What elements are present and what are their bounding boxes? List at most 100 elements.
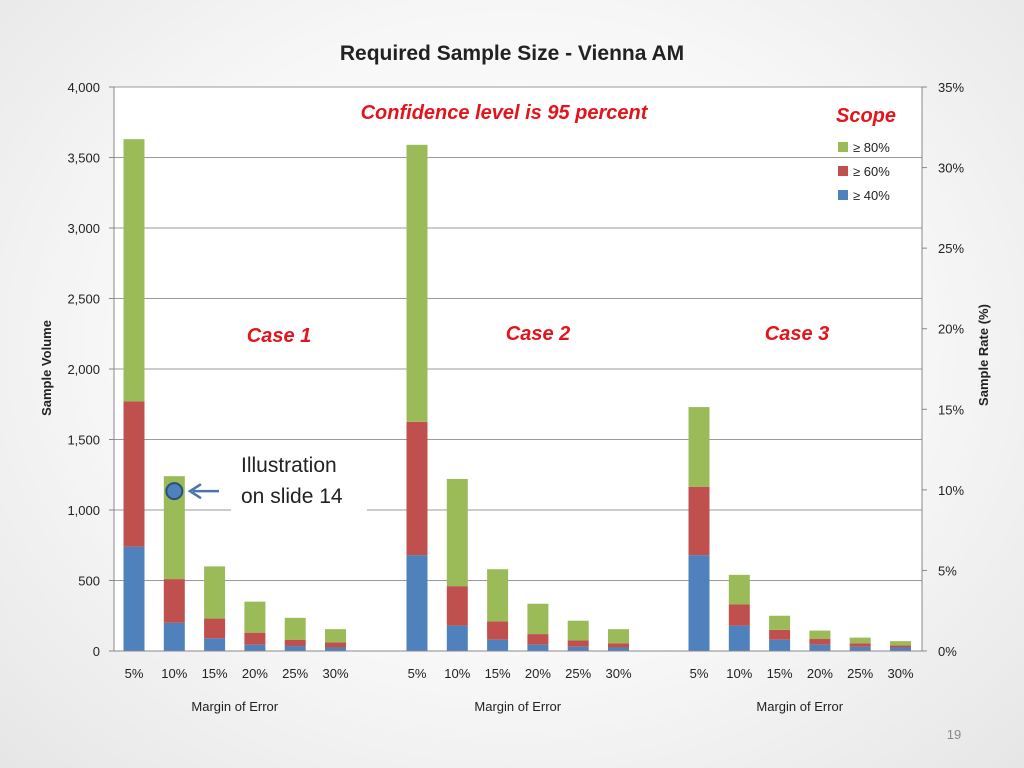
- x-tick-label: 20%: [525, 666, 551, 681]
- subtitle-box: [310, 94, 682, 132]
- legend-label: ≥ 60%: [853, 164, 890, 179]
- legend-label: ≥ 80%: [853, 140, 890, 155]
- bar-segment-ge-60: [406, 421, 428, 556]
- bar-segment-ge-60: [567, 640, 589, 647]
- legend-title-box: [820, 95, 913, 135]
- bar-segment-ge-80: [244, 601, 266, 633]
- bar-segment-ge-80: [446, 478, 468, 587]
- annotation-text: Illustration: [241, 454, 337, 477]
- bar-segment-ge-40: [728, 625, 750, 651]
- y-tick-label: 2,000: [67, 362, 100, 377]
- x-tick-label: 20%: [242, 666, 268, 681]
- annotation: Illustration on slide 14: [165, 447, 367, 513]
- bar-segment-ge-80: [688, 407, 710, 487]
- legend-swatch: [838, 142, 848, 152]
- bar-segment-ge-60: [527, 634, 549, 645]
- x-axis-title: Margin of Error: [191, 699, 278, 714]
- bar-segment-ge-80: [769, 615, 791, 630]
- bar-segment-ge-40: [406, 555, 428, 651]
- case-label: Case 3: [765, 323, 830, 345]
- annotation-marker: [165, 482, 184, 501]
- bar-segment-ge-60: [123, 401, 145, 547]
- x-tick-label: 20%: [807, 666, 833, 681]
- bar-segment-ge-60: [446, 586, 468, 626]
- y2-tick-label: 20%: [938, 322, 964, 337]
- legend-swatch: [838, 166, 848, 176]
- legend-label: ≥ 40%: [853, 188, 890, 203]
- x-tick-label: 25%: [847, 666, 873, 681]
- y2-tick-label: 25%: [938, 241, 964, 256]
- bar-segment-ge-80: [204, 566, 226, 619]
- axes: 0 500 1,000 1,500 2,000 2,500 3,000 3,500 4,000 0…: [67, 80, 964, 659]
- bar-segment-ge-40: [688, 555, 710, 651]
- bar-segment-ge-80: [406, 144, 428, 422]
- x-tick-label: 5%: [408, 666, 427, 681]
- bar-segment-ge-40: [809, 644, 831, 651]
- bar-segment-ge-40: [890, 647, 911, 651]
- x-tick-label: 10%: [726, 666, 752, 681]
- x-tick-label: 5%: [125, 666, 144, 681]
- x-tick-label: 25%: [282, 666, 308, 681]
- annotation-arrowhead: [187, 483, 202, 500]
- x-tick-label: 15%: [767, 666, 793, 681]
- bar-segment-ge-40: [769, 639, 791, 651]
- x-tick-label: 15%: [202, 666, 228, 681]
- x-tick-label: 10%: [161, 666, 187, 681]
- y-tick-label: 4,000: [67, 80, 100, 95]
- bar-segment-ge-60: [890, 645, 911, 648]
- annotation-box: [231, 447, 367, 513]
- bar-segment-ge-80: [809, 630, 831, 640]
- bar-segment-ge-40: [567, 646, 589, 651]
- y2-tick-label: 0%: [938, 644, 957, 659]
- legend: Scope ≥ 80% ≥ 60% ≥ 40%: [820, 95, 913, 203]
- bar-segment-ge-80: [527, 603, 549, 635]
- bar-segment-ge-40: [284, 646, 306, 651]
- bar-segment-ge-60: [204, 618, 226, 639]
- y-axis-title: Sample Volume: [39, 320, 54, 416]
- x-tick-label: 25%: [565, 666, 591, 681]
- bar-segment-ge-60: [608, 643, 629, 648]
- bar-segment-ge-40: [204, 638, 226, 651]
- bar-segment-ge-40: [325, 647, 346, 651]
- bar-segment-ge-80: [728, 574, 750, 605]
- x-tick-label: 30%: [322, 666, 348, 681]
- bar-segment-ge-40: [608, 647, 629, 651]
- chart-title: Required Sample Size - Vienna AM: [340, 42, 684, 65]
- bar-segment-ge-60: [688, 486, 710, 556]
- bar-segment-ge-40: [244, 644, 266, 651]
- bar-segment-ge-80: [890, 641, 911, 646]
- bar-segment-ge-60: [728, 604, 750, 626]
- y-tick-label: 3,500: [67, 151, 100, 166]
- bar-segment-ge-80: [123, 139, 145, 402]
- x-tick-label: 10%: [444, 666, 470, 681]
- bar-segment-ge-80: [325, 629, 346, 643]
- y-tick-label: 3,000: [67, 221, 100, 236]
- bar-segment-ge-40: [123, 546, 145, 651]
- bar-segment-ge-80: [163, 476, 185, 580]
- bar-segment-ge-60: [284, 639, 306, 647]
- bar-segment-ge-60: [487, 621, 509, 640]
- bars: [123, 139, 911, 651]
- case-label: Case 1: [247, 325, 312, 347]
- case-label: Case 2: [506, 323, 571, 345]
- chart-subtitle: Confidence level is 95 percent: [361, 102, 649, 124]
- y2-tick-label: 10%: [938, 483, 964, 498]
- bar-segment-ge-80: [284, 617, 306, 640]
- bar-segment-ge-80: [849, 637, 871, 644]
- x-tick-label: 15%: [485, 666, 511, 681]
- bar-segment-ge-60: [809, 639, 831, 645]
- bar-segment-ge-60: [325, 642, 346, 648]
- bar-segment-ge-80: [608, 629, 629, 644]
- bar-segment-ge-40: [446, 625, 468, 651]
- bar-segment-ge-40: [163, 622, 185, 651]
- y2-tick-label: 5%: [938, 563, 957, 578]
- bar-segment-ge-60: [163, 579, 185, 623]
- x-tick-label: 5%: [690, 666, 709, 681]
- labels: 5% 10% 15% 20% 25% 30% Margin of Error 5% 10% 15%…: [125, 323, 914, 714]
- annotation-text: on slide 14: [241, 485, 343, 508]
- y-tick-label: 1,500: [67, 433, 100, 448]
- page-number: 19: [947, 727, 961, 742]
- y2-tick-label: 30%: [938, 161, 964, 176]
